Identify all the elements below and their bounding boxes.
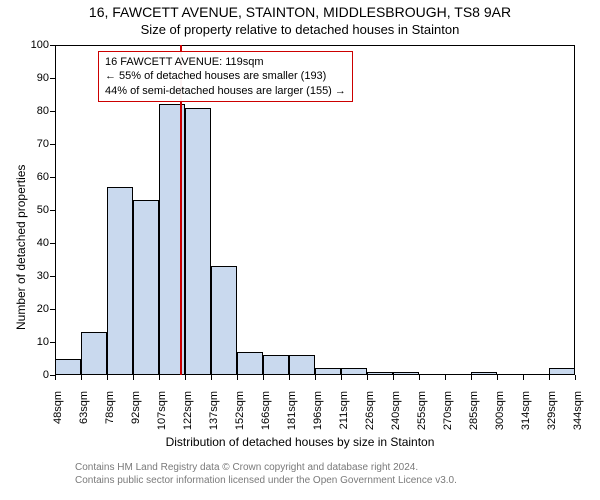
ytick-label: 40 (25, 237, 49, 249)
annotation-line1: 16 FAWCETT AVENUE: 119sqm (105, 55, 346, 69)
histogram-bar (289, 355, 315, 375)
xtick-mark (523, 375, 524, 380)
ytick-label: 0 (25, 369, 49, 381)
xtick-mark (315, 375, 316, 380)
histogram-bar (549, 368, 575, 375)
histogram-bar (81, 332, 107, 375)
ytick-label: 90 (25, 72, 49, 84)
ytick-mark (50, 309, 55, 310)
histogram-bar (393, 372, 419, 375)
ytick-label: 60 (25, 171, 49, 183)
ytick-mark (50, 177, 55, 178)
xtick-mark (159, 375, 160, 380)
histogram-bar (471, 372, 497, 375)
xtick-mark (133, 375, 134, 380)
ytick-mark (50, 144, 55, 145)
axis-border (574, 45, 575, 375)
chart-title-line1: 16, FAWCETT AVENUE, STAINTON, MIDDLESBRO… (0, 4, 600, 20)
ytick-mark (50, 111, 55, 112)
histogram-bar (185, 108, 211, 375)
chart-title-line2: Size of property relative to detached ho… (0, 22, 600, 37)
histogram-bar (315, 368, 341, 375)
footer-line2: Contains public sector information licen… (75, 475, 457, 488)
xtick-mark (237, 375, 238, 380)
histogram-bar (341, 368, 367, 375)
annotation-line3: 44% of semi-detached houses are larger (… (105, 84, 346, 98)
annotation-box: 16 FAWCETT AVENUE: 119sqm← 55% of detach… (98, 51, 353, 102)
xtick-mark (211, 375, 212, 380)
histogram-bar (133, 200, 159, 375)
footer-attribution: Contains HM Land Registry data © Crown c… (75, 462, 457, 487)
ytick-mark (50, 276, 55, 277)
axis-border (55, 45, 56, 375)
xtick-mark (471, 375, 472, 380)
ytick-label: 70 (25, 138, 49, 150)
ytick-mark (50, 342, 55, 343)
ytick-label: 80 (25, 105, 49, 117)
x-axis-label: Distribution of detached houses by size … (0, 435, 600, 449)
ytick-label: 20 (25, 303, 49, 315)
xtick-mark (575, 375, 576, 380)
histogram-bar (367, 372, 393, 375)
xtick-mark (341, 375, 342, 380)
ytick-label: 30 (25, 270, 49, 282)
xtick-mark (263, 375, 264, 380)
histogram-bar (237, 352, 263, 375)
ytick-label: 50 (25, 204, 49, 216)
footer-line1: Contains HM Land Registry data © Crown c… (75, 462, 457, 475)
ytick-mark (50, 45, 55, 46)
xtick-mark (107, 375, 108, 380)
xtick-mark (185, 375, 186, 380)
xtick-mark (289, 375, 290, 380)
axis-border (55, 45, 575, 46)
ytick-label: 100 (25, 39, 49, 51)
histogram-bar (55, 359, 81, 376)
ytick-label: 10 (25, 336, 49, 348)
xtick-mark (55, 375, 56, 380)
histogram-bar (211, 266, 237, 375)
histogram-bar (263, 355, 289, 375)
ytick-mark (50, 243, 55, 244)
xtick-mark (367, 375, 368, 380)
histogram-bar (107, 187, 133, 375)
annotation-line2: ← 55% of detached houses are smaller (19… (105, 69, 346, 83)
xtick-mark (393, 375, 394, 380)
ytick-mark (50, 210, 55, 211)
plot-area: 010203040506070809010048sqm63sqm78sqm92s… (55, 45, 575, 375)
xtick-mark (549, 375, 550, 380)
xtick-mark (497, 375, 498, 380)
xtick-mark (445, 375, 446, 380)
xtick-mark (81, 375, 82, 380)
xtick-mark (419, 375, 420, 380)
ytick-mark (50, 78, 55, 79)
